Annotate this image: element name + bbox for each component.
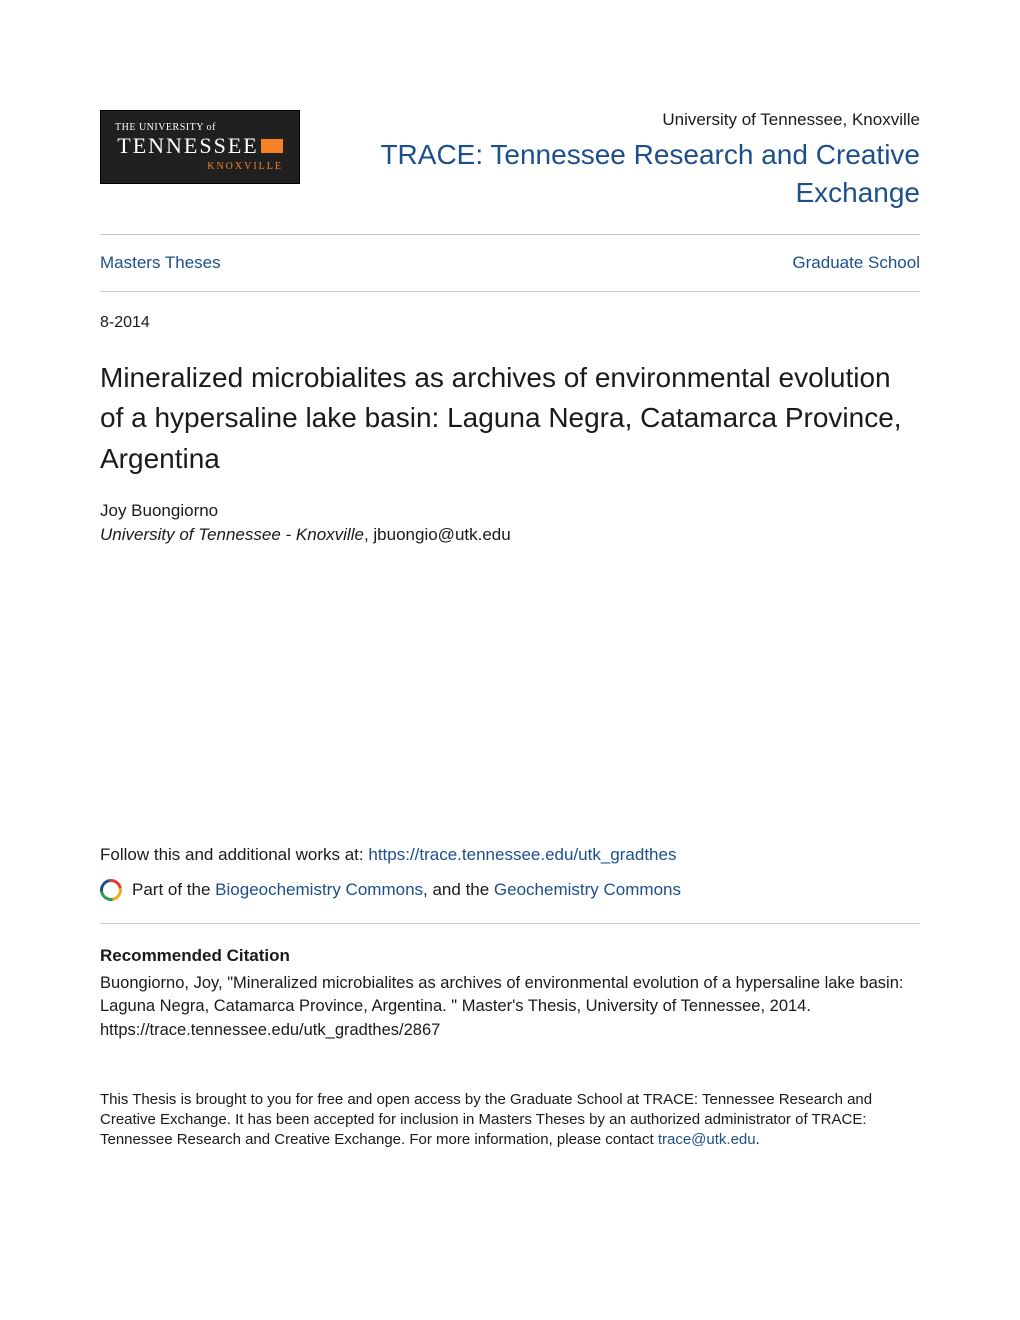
header-row: THE UNIVERSITY of TENNESSEE KNOXVILLE Un… [100, 110, 920, 212]
citation-text: Buongiorno, Joy, "Mineralized microbiali… [100, 972, 920, 1041]
follow-prefix: Follow this and additional works at: [100, 845, 368, 864]
publication-date: 8-2014 [100, 314, 920, 332]
logo-line2: TENNESSEE [117, 133, 282, 159]
spacer [100, 545, 920, 845]
part-of-text: Part of the Biogeochemistry Commons, and… [132, 880, 681, 900]
institution-name: University of Tennessee, Knoxville [330, 110, 920, 130]
repository-link[interactable]: TRACE: Tennessee Research and Creative E… [380, 139, 920, 208]
commons-link-1[interactable]: Biogeochemistry Commons [215, 880, 423, 899]
partof-prefix: Part of the [132, 880, 215, 899]
collection-link[interactable]: Masters Theses [100, 253, 221, 273]
part-of-row: Part of the Biogeochemistry Commons, and… [100, 879, 920, 901]
partof-mid: , and the [423, 880, 494, 899]
author-affiliation: University of Tennessee - Knoxville, jbu… [100, 525, 920, 545]
commons-link-2[interactable]: Geochemistry Commons [494, 880, 681, 899]
divider-citation [100, 923, 920, 924]
citation-heading: Recommended Citation [100, 946, 920, 966]
breadcrumb-row: Masters Theses Graduate School [100, 235, 920, 291]
school-link[interactable]: Graduate School [792, 253, 920, 273]
follow-works: Follow this and additional works at: htt… [100, 845, 920, 865]
author-institution: University of Tennessee - Knoxville [100, 525, 364, 544]
paper-title: Mineralized microbialites as archives of… [100, 358, 920, 480]
network-icon [100, 879, 122, 901]
disclaimer-after: . [756, 1131, 760, 1148]
divider-bottom [100, 291, 920, 292]
follow-link[interactable]: https://trace.tennessee.edu/utk_gradthes [368, 845, 676, 864]
disclaimer: This Thesis is brought to you for free a… [100, 1090, 920, 1151]
repository-title: TRACE: Tennessee Research and Creative E… [330, 136, 920, 212]
logo-wordmark: TENNESSEE [117, 133, 258, 159]
institution-logo: THE UNIVERSITY of TENNESSEE KNOXVILLE [100, 110, 300, 184]
author-name: Joy Buongiorno [100, 501, 920, 521]
author-email: , jbuongio@utk.edu [364, 525, 511, 544]
logo-line1: THE UNIVERSITY of [115, 122, 216, 133]
citation-section: Recommended Citation Buongiorno, Joy, "M… [100, 946, 920, 1041]
header-text: University of Tennessee, Knoxville TRACE… [330, 110, 920, 212]
logo-ut-icon [261, 139, 283, 153]
logo-line3: KNOXVILLE [207, 161, 283, 172]
contact-email-link[interactable]: trace@utk.edu [658, 1131, 756, 1148]
